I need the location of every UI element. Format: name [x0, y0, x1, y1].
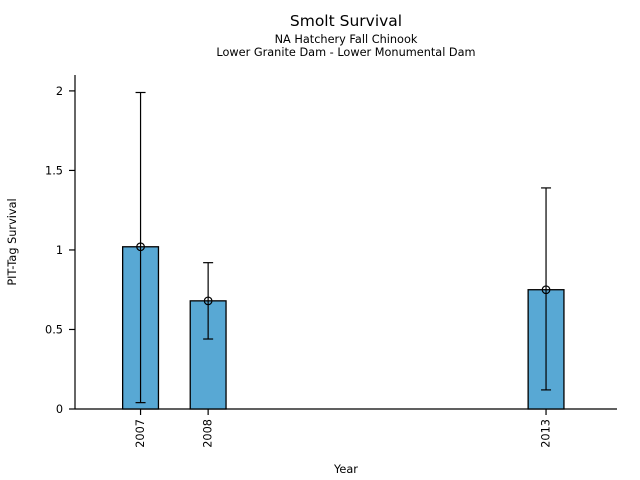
y-tick-label: 1.5 [45, 164, 63, 177]
data-point-marker-2007 [136, 242, 145, 252]
data-point-marker-2008 [203, 296, 213, 306]
y-tick-label: 0.5 [45, 323, 63, 336]
plot-area: 0 0.5 1 1.5 2 2007 2008 2013 [45, 75, 617, 448]
data-point-marker-2013 [541, 285, 551, 295]
chart-subtitle-reach: Lower Granite Dam - Lower Monumental Dam [216, 46, 475, 59]
chart-subtitle-population: NA Hatchery Fall Chinook [275, 33, 418, 46]
y-axis-title: PIT-Tag Survival [6, 198, 19, 285]
x-axis-title: Year [333, 463, 358, 476]
chart-title: Smolt Survival [290, 12, 402, 30]
y-tick-label: 2 [56, 85, 63, 98]
x-tick-label: 2013 [540, 419, 553, 448]
x-tick-label: 2007 [134, 419, 147, 448]
y-tick-label: 0 [56, 403, 63, 416]
x-tick-label: 2008 [202, 419, 215, 448]
y-tick-label: 1 [56, 244, 63, 257]
